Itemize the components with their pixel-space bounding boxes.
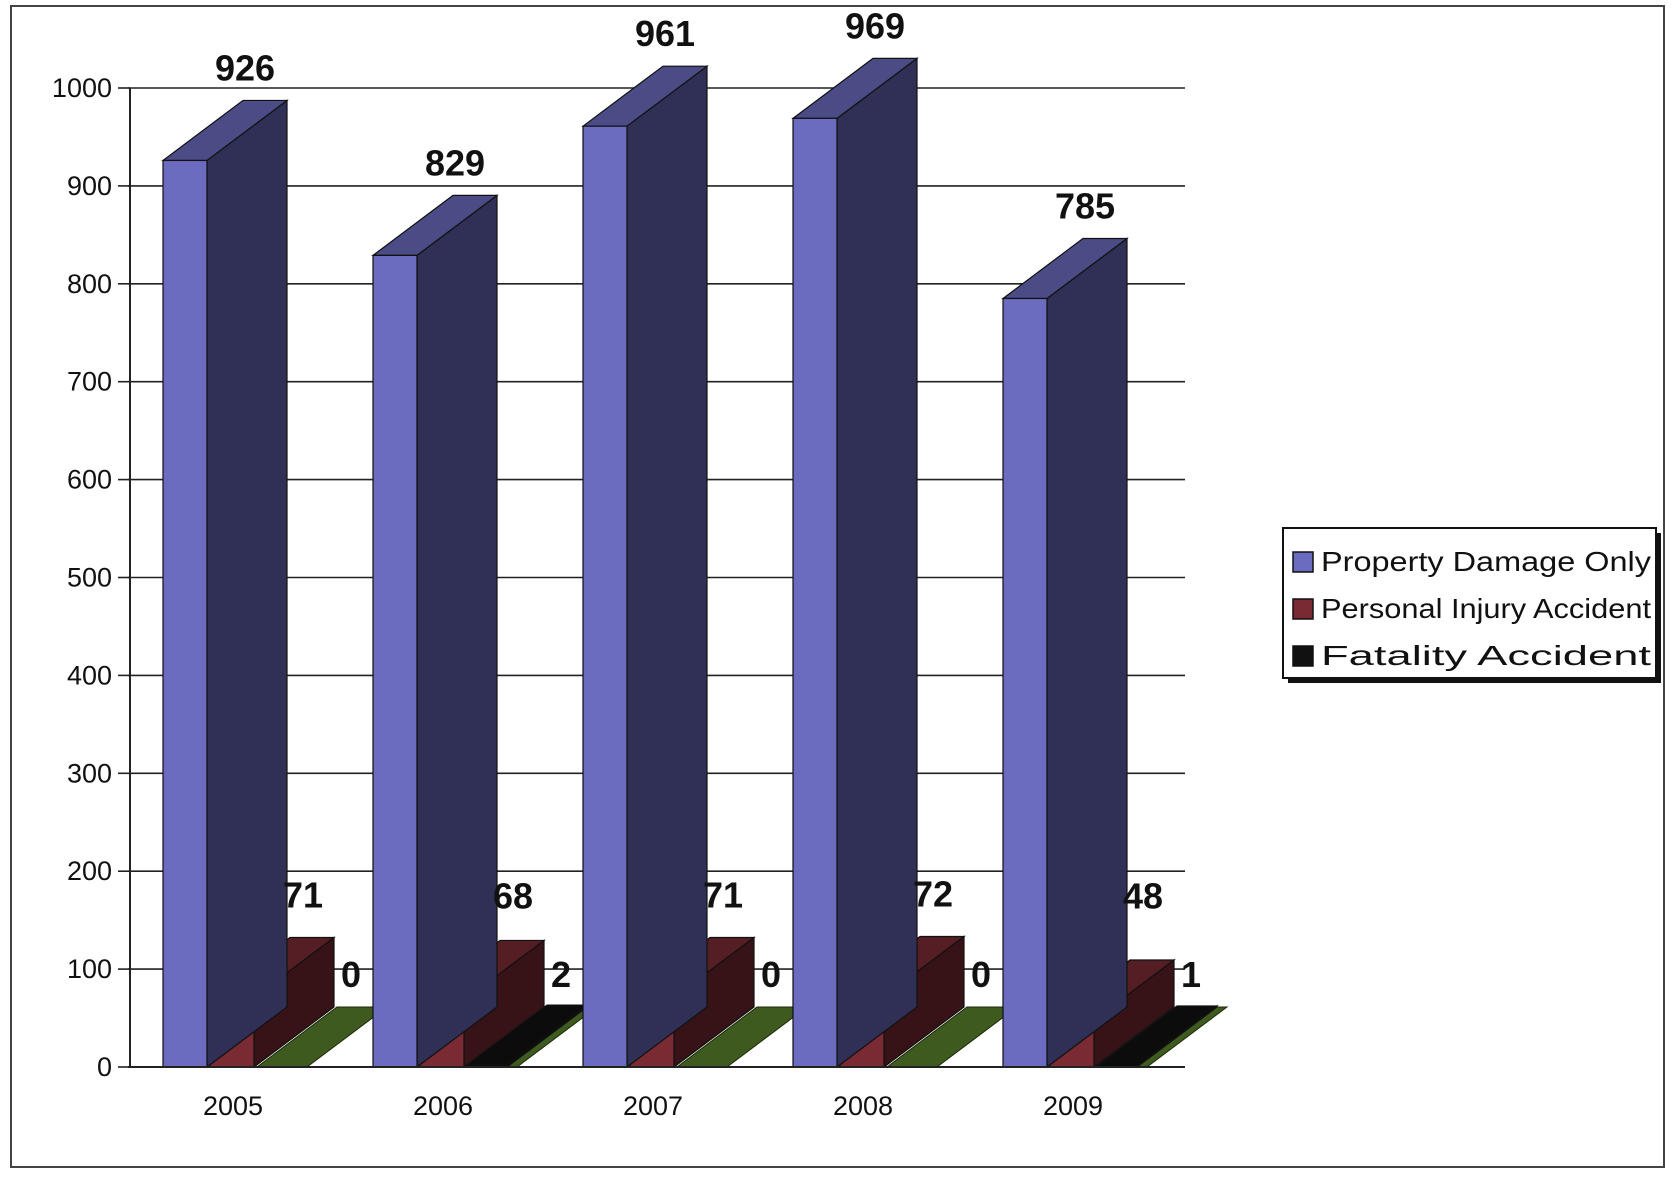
y-tick-label-800: 800 bbox=[67, 269, 112, 299]
data-label-2-2005: 0 bbox=[341, 954, 361, 995]
bar-0-2006 bbox=[372, 254, 418, 1068]
legend: Property Damage Only Personal Injury Acci… bbox=[1282, 527, 1661, 683]
y-tick-label-700: 700 bbox=[67, 367, 112, 397]
legend-swatch-2 bbox=[1292, 645, 1314, 667]
data-label-2-2009: 1 bbox=[1181, 954, 1201, 995]
bar-side-0-2006 bbox=[416, 194, 498, 1069]
bars bbox=[161, 57, 1219, 1069]
y-tick-label-500: 500 bbox=[67, 563, 112, 593]
legend-swatch-1 bbox=[1292, 598, 1314, 620]
data-label-0-2006: 829 bbox=[425, 142, 485, 183]
bar-side-0-2008 bbox=[836, 57, 918, 1069]
y-tick-label-600: 600 bbox=[67, 465, 112, 495]
data-label-1-2006: 68 bbox=[493, 875, 533, 916]
data-label-0-2007: 961 bbox=[635, 13, 695, 54]
x-tick-label-2007: 2007 bbox=[623, 1091, 683, 1121]
data-label-2-2006: 2 bbox=[551, 954, 571, 995]
legend-label-1: Personal Injury Accident bbox=[1321, 593, 1651, 624]
y-tick-label-100: 100 bbox=[67, 954, 112, 984]
bar-0-2005 bbox=[162, 159, 208, 1068]
y-tick-label-400: 400 bbox=[67, 660, 112, 690]
data-label-1-2005: 71 bbox=[283, 874, 323, 915]
data-labels: 926 71 0 829 68 2 961 71 0 969 72 0 785 48 1 bbox=[215, 5, 1201, 995]
y-tick-label-0: 0 bbox=[97, 1052, 112, 1082]
data-label-2-2008: 0 bbox=[971, 954, 991, 995]
legend-swatch-0 bbox=[1292, 551, 1314, 573]
data-label-0-2008: 969 bbox=[845, 5, 905, 46]
data-label-0-2005: 926 bbox=[215, 47, 275, 88]
data-label-1-2009: 48 bbox=[1123, 875, 1163, 916]
bar-side-0-2007 bbox=[626, 64, 708, 1069]
bar-0-2008 bbox=[792, 117, 838, 1068]
x-tick-label-2006: 2006 bbox=[413, 1091, 473, 1121]
data-label-2-2007: 0 bbox=[761, 954, 781, 995]
data-label-1-2008: 72 bbox=[913, 874, 953, 915]
y-tick-label-900: 900 bbox=[67, 171, 112, 201]
data-label-0-2009: 785 bbox=[1055, 185, 1115, 226]
y-tick-label-300: 300 bbox=[67, 758, 112, 788]
x-tick-label-2008: 2008 bbox=[833, 1091, 893, 1121]
bar-0-2007 bbox=[582, 125, 628, 1068]
data-label-1-2007: 71 bbox=[703, 874, 743, 915]
legend-label-2: Fatality Accident bbox=[1321, 640, 1651, 671]
y-tick-label-1000: 1000 bbox=[52, 73, 112, 103]
legend-box bbox=[1282, 527, 1657, 679]
legend-label-0: Property Damage Only bbox=[1321, 546, 1651, 577]
x-tick-label-2009: 2009 bbox=[1043, 1091, 1103, 1121]
bar-0-2009 bbox=[1002, 297, 1048, 1068]
x-tick-label-2005: 2005 bbox=[203, 1091, 263, 1121]
bar-side-0-2009 bbox=[1046, 237, 1128, 1069]
bar-side-0-2005 bbox=[206, 99, 288, 1069]
y-tick-label-200: 200 bbox=[67, 856, 112, 886]
